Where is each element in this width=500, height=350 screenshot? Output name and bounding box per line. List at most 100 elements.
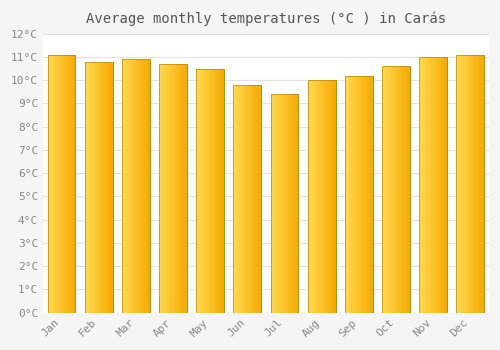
- Bar: [323, 80, 324, 313]
- Bar: [389, 66, 390, 313]
- Bar: [308, 80, 336, 313]
- Bar: [180, 64, 182, 313]
- Bar: [270, 94, 298, 313]
- Bar: [110, 62, 112, 313]
- Bar: [286, 94, 288, 313]
- Bar: [470, 55, 472, 313]
- Bar: [48, 55, 76, 313]
- Bar: [442, 57, 443, 313]
- Bar: [85, 62, 86, 313]
- Bar: [476, 55, 478, 313]
- Bar: [468, 55, 469, 313]
- Bar: [270, 94, 298, 313]
- Bar: [90, 62, 92, 313]
- Bar: [214, 69, 216, 313]
- Bar: [196, 69, 198, 313]
- Bar: [169, 64, 170, 313]
- Bar: [239, 85, 240, 313]
- Title: Average monthly temperatures (°C ) in Carás: Average monthly temperatures (°C ) in Ca…: [86, 11, 446, 26]
- Bar: [345, 76, 346, 313]
- Bar: [272, 94, 274, 313]
- Bar: [122, 59, 150, 313]
- Bar: [100, 62, 102, 313]
- Bar: [388, 66, 389, 313]
- Bar: [132, 59, 133, 313]
- Bar: [184, 64, 186, 313]
- Bar: [308, 80, 309, 313]
- Bar: [98, 62, 100, 313]
- Bar: [209, 69, 210, 313]
- Bar: [48, 55, 76, 313]
- Bar: [96, 62, 98, 313]
- Bar: [146, 59, 147, 313]
- Bar: [170, 64, 172, 313]
- Bar: [235, 85, 236, 313]
- Bar: [178, 64, 180, 313]
- Bar: [370, 76, 372, 313]
- Bar: [206, 69, 208, 313]
- Bar: [456, 55, 484, 313]
- Bar: [217, 69, 218, 313]
- Bar: [58, 55, 59, 313]
- Bar: [234, 85, 235, 313]
- Bar: [66, 55, 67, 313]
- Bar: [346, 76, 348, 313]
- Bar: [88, 62, 89, 313]
- Bar: [364, 76, 366, 313]
- Bar: [359, 76, 360, 313]
- Bar: [419, 57, 447, 313]
- Bar: [278, 94, 279, 313]
- Bar: [59, 55, 60, 313]
- Bar: [428, 57, 429, 313]
- Bar: [68, 55, 70, 313]
- Bar: [182, 64, 183, 313]
- Bar: [290, 94, 292, 313]
- Bar: [63, 55, 64, 313]
- Bar: [436, 57, 438, 313]
- Bar: [328, 80, 330, 313]
- Bar: [176, 64, 177, 313]
- Bar: [459, 55, 460, 313]
- Bar: [50, 55, 52, 313]
- Bar: [352, 76, 354, 313]
- Bar: [260, 85, 262, 313]
- Bar: [362, 76, 363, 313]
- Bar: [276, 94, 278, 313]
- Bar: [208, 69, 209, 313]
- Bar: [473, 55, 474, 313]
- Bar: [363, 76, 364, 313]
- Bar: [236, 85, 238, 313]
- Bar: [148, 59, 150, 313]
- Bar: [54, 55, 56, 313]
- Bar: [469, 55, 470, 313]
- Bar: [429, 57, 430, 313]
- Bar: [254, 85, 256, 313]
- Bar: [333, 80, 334, 313]
- Bar: [282, 94, 283, 313]
- Bar: [198, 69, 199, 313]
- Bar: [396, 66, 398, 313]
- Bar: [220, 69, 222, 313]
- Bar: [86, 62, 88, 313]
- Bar: [444, 57, 446, 313]
- Bar: [126, 59, 128, 313]
- Bar: [292, 94, 293, 313]
- Bar: [242, 85, 243, 313]
- Bar: [134, 59, 136, 313]
- Bar: [296, 94, 297, 313]
- Bar: [216, 69, 217, 313]
- Bar: [252, 85, 253, 313]
- Bar: [129, 59, 130, 313]
- Bar: [394, 66, 396, 313]
- Bar: [464, 55, 465, 313]
- Bar: [349, 76, 350, 313]
- Bar: [102, 62, 103, 313]
- Bar: [446, 57, 447, 313]
- Bar: [183, 64, 184, 313]
- Bar: [334, 80, 336, 313]
- Bar: [350, 76, 352, 313]
- Bar: [177, 64, 178, 313]
- Bar: [144, 59, 146, 313]
- Bar: [309, 80, 310, 313]
- Bar: [478, 55, 480, 313]
